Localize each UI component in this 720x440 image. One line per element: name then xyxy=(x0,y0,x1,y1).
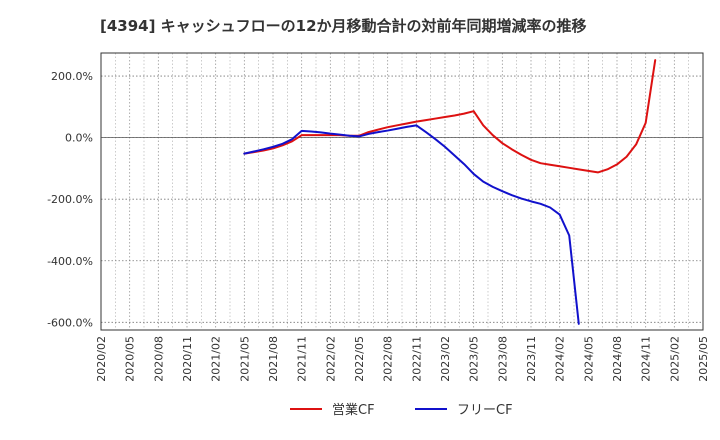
x-tick-label: 2021/11 xyxy=(296,336,309,382)
x-tick-label: 2025/05 xyxy=(697,336,710,382)
y-tick-label: -600.0% xyxy=(47,316,93,329)
x-tick-label: 2021/08 xyxy=(267,336,280,382)
x-tick-label: 2025/02 xyxy=(668,336,681,382)
x-tick-label: 2021/02 xyxy=(210,336,223,382)
legend-label: 営業CF xyxy=(332,402,375,418)
plot-frame xyxy=(100,52,704,331)
x-tick-label: 2022/11 xyxy=(410,336,423,382)
x-tick-label: 2024/05 xyxy=(582,336,595,382)
legend-label: フリーCF xyxy=(457,403,513,418)
y-tick-label: 200.0% xyxy=(51,70,93,83)
x-tick-label: 2023/11 xyxy=(525,336,538,382)
x-tick-label: 2024/02 xyxy=(554,336,567,382)
legend-item-operating-cf: 営業CF xyxy=(290,402,375,418)
x-tick-label: 2022/05 xyxy=(353,336,366,382)
y-tick-label: -200.0% xyxy=(47,193,93,206)
x-tick-label: 2020/05 xyxy=(124,336,137,382)
series-lines xyxy=(243,59,657,325)
y-tick-label: 0.0% xyxy=(65,132,93,145)
x-tick-label: 2024/08 xyxy=(611,336,624,382)
series-line-free-cf xyxy=(243,124,580,325)
x-tick-label: 2020/11 xyxy=(181,336,194,382)
legend: 営業CF フリーCF xyxy=(290,402,513,418)
y-tick-label: -400.0% xyxy=(47,255,93,268)
axes xyxy=(100,52,704,331)
y-tick-labels: 200.0% 0.0% -200.0% -400.0% -600.0% xyxy=(47,70,93,329)
x-tick-label: 2023/02 xyxy=(439,336,452,382)
x-tick-label: 2023/08 xyxy=(496,336,509,382)
x-tick-label: 2021/05 xyxy=(238,336,251,382)
x-tick-label: 2020/02 xyxy=(95,336,108,382)
series-line-operating-cf xyxy=(243,59,657,174)
x-tick-label: 2022/02 xyxy=(324,336,337,382)
x-tick-label: 2022/08 xyxy=(382,336,395,382)
x-tick-label: 2020/08 xyxy=(152,336,165,382)
x-tick-labels: 2020/02 2020/05 2020/08 2020/11 2021/02 2021/… xyxy=(95,336,710,382)
x-tick-label: 2024/11 xyxy=(640,336,653,382)
legend-item-free-cf: フリーCF xyxy=(415,403,513,418)
chart-title: [4394] キャッシュフローの12か月移動合計の対前年同期増減率の推移 xyxy=(100,17,587,35)
x-tick-label: 2023/05 xyxy=(468,336,481,382)
